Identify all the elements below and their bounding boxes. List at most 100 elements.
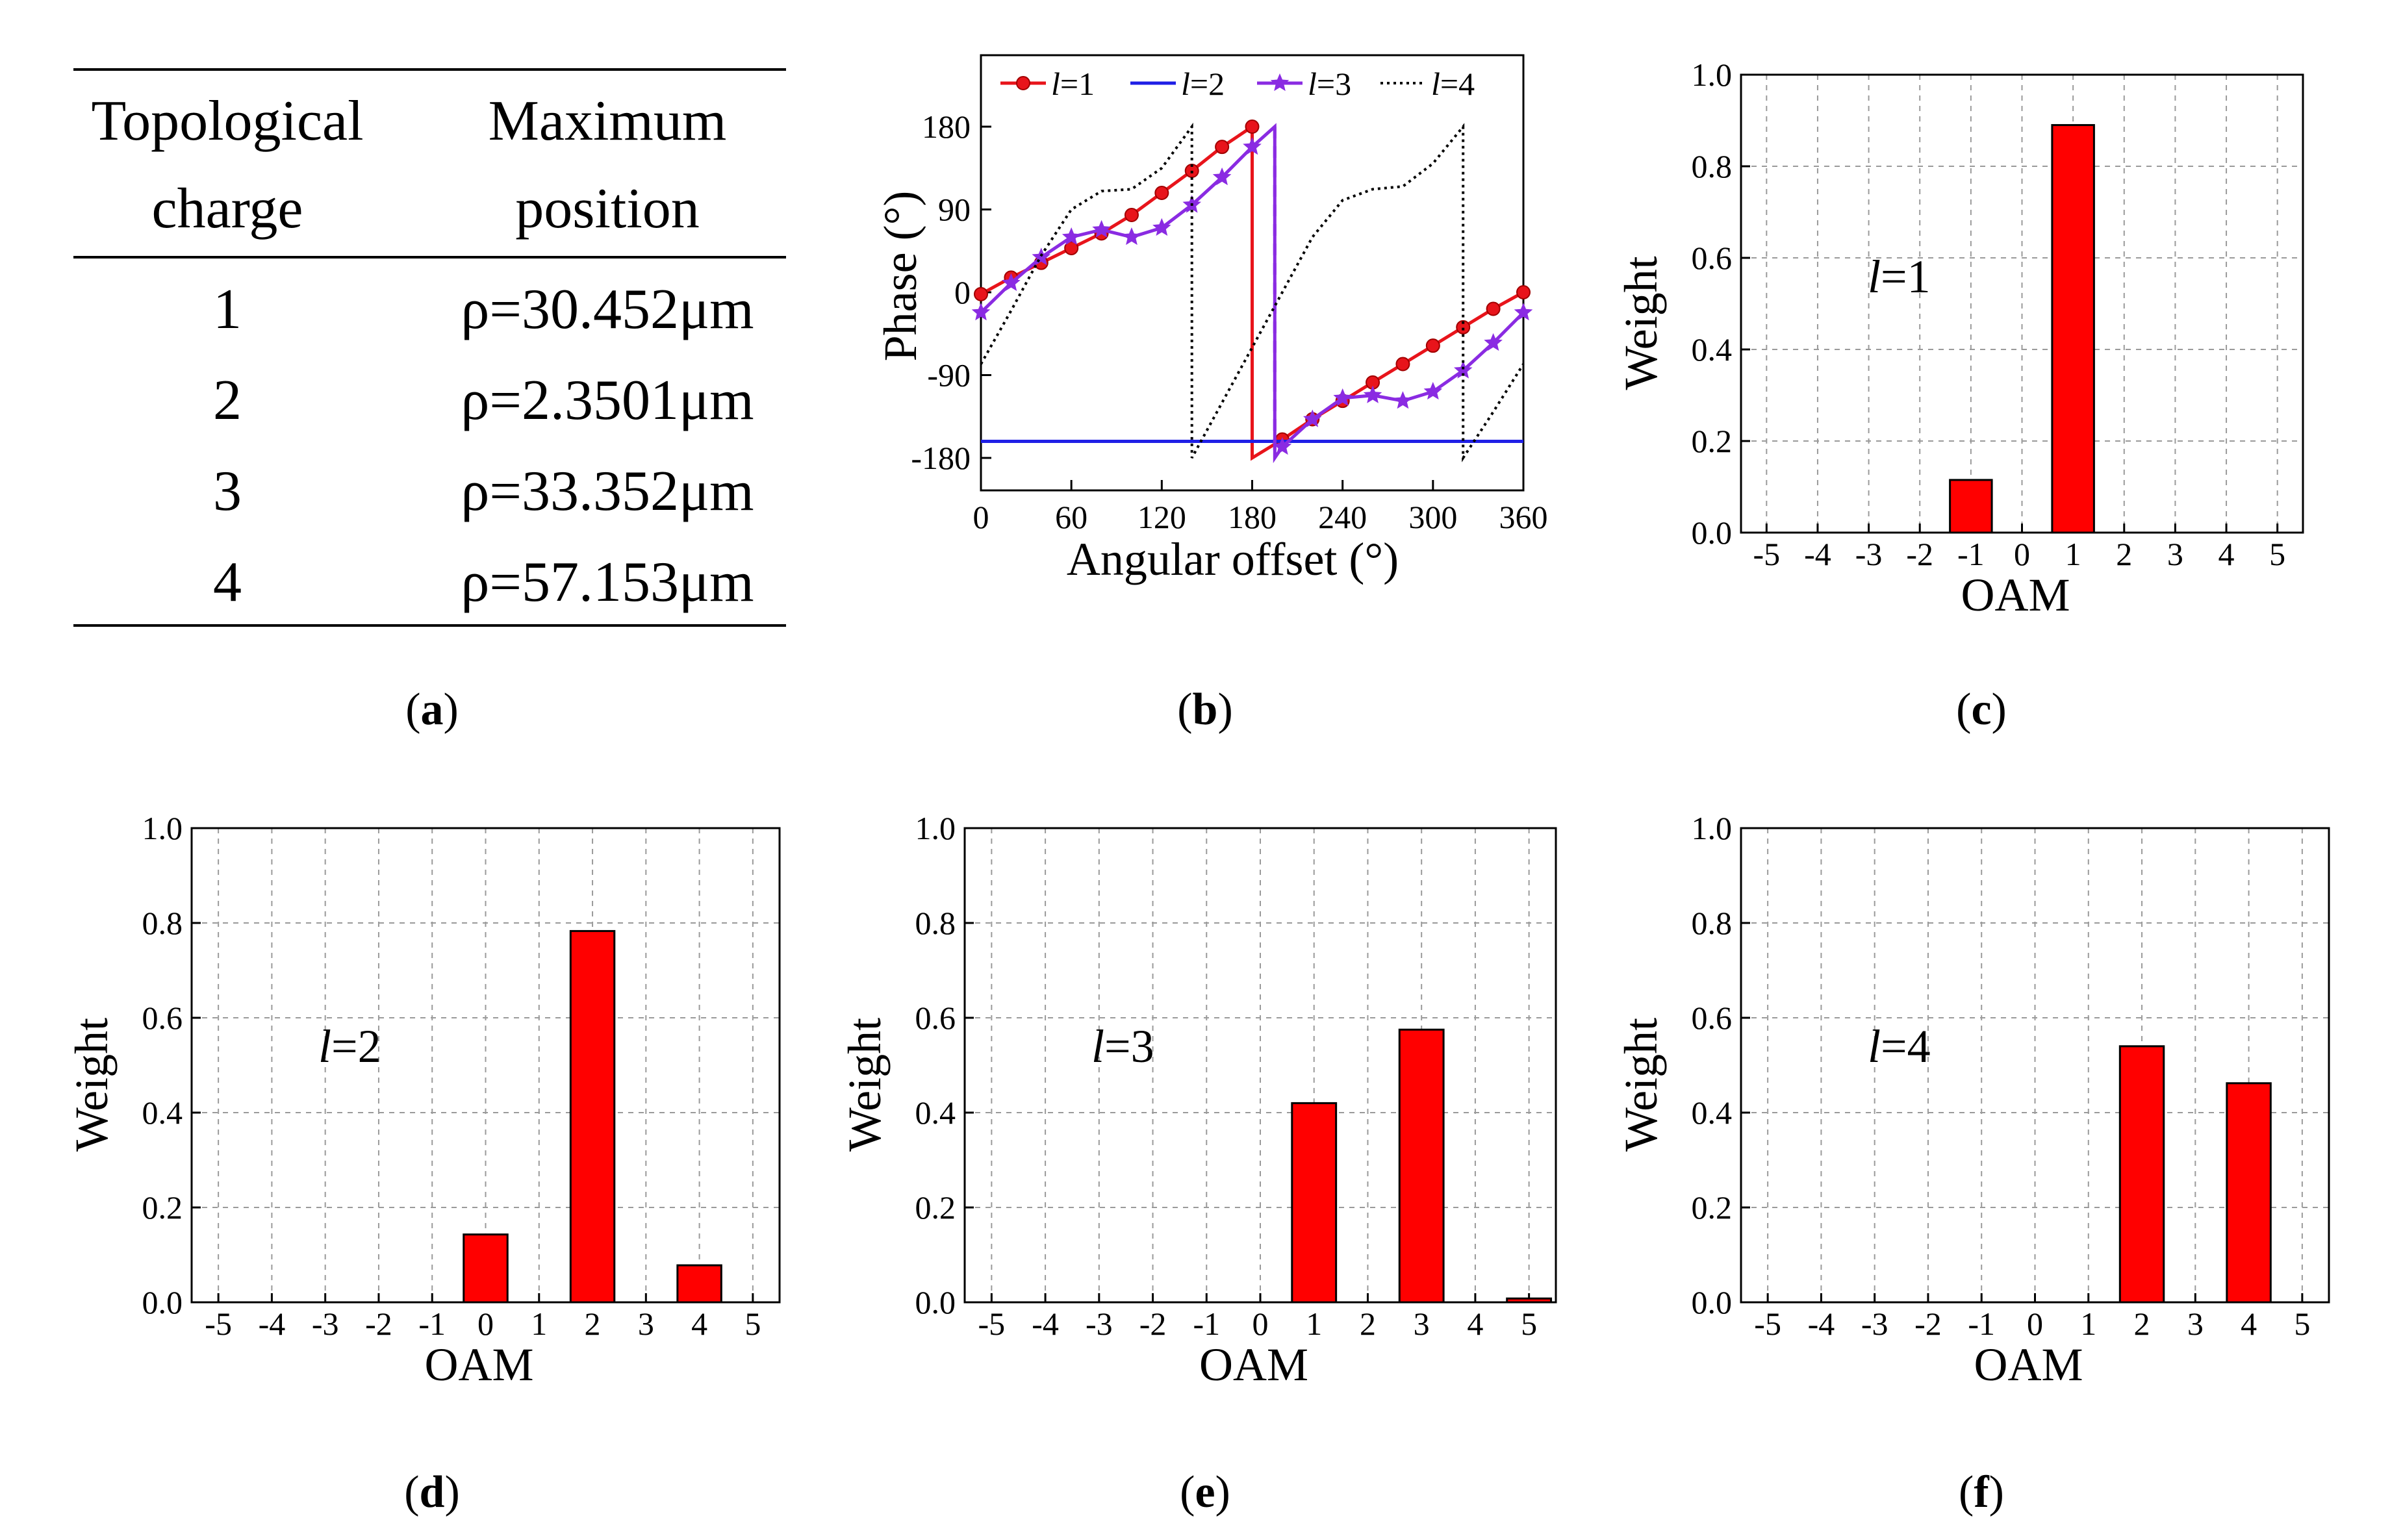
bar-oam--1: [1949, 479, 1993, 534]
series-marker-l3: [1002, 273, 1021, 291]
x-tick-label: 0: [973, 499, 989, 535]
y-tick-label: 0.0: [915, 1284, 956, 1320]
series-marker-l3: [1062, 227, 1081, 246]
legend-label-l4: l=4: [1431, 66, 1475, 102]
table-header-charge-line1: Topological: [91, 90, 363, 153]
legend-label-l1: l=1: [1051, 66, 1095, 102]
series-marker-l3: [1454, 360, 1473, 379]
table-header-position-line2: position: [515, 177, 700, 240]
x-tick-label: 2: [1360, 1306, 1376, 1342]
bar-oam-1: [1291, 1102, 1338, 1304]
y-tick-label: 0.0: [142, 1284, 183, 1320]
x-tick-label: -2: [365, 1306, 392, 1342]
x-tick-label: -3: [1855, 536, 1883, 572]
table-a: Topological charge Maximum position 1 ρ=30.45…: [73, 68, 786, 627]
table-header-charge-line2: charge: [152, 177, 303, 240]
panel-label-f: (f): [1959, 1467, 2004, 1517]
bar-oam-4: [676, 1264, 722, 1304]
y-axis-label: Phase (°): [874, 191, 926, 362]
bar-oam-2: [2118, 1045, 2165, 1304]
panel-label-a: (a): [405, 685, 459, 735]
series-marker-l1: [1395, 357, 1410, 372]
x-tick-label: 5: [1521, 1306, 1537, 1342]
series-marker-l3: [1514, 303, 1533, 321]
table-cell-charge: 1: [213, 278, 242, 341]
x-tick-label: 3: [2187, 1306, 2204, 1342]
x-tick-label: -4: [1808, 1306, 1835, 1342]
table-cell-position: ρ=30.452μm: [461, 278, 754, 341]
x-tick-label: 3: [638, 1306, 654, 1342]
x-tick-label: 1: [2065, 536, 2081, 572]
y-tick-label: 0.6: [142, 1000, 183, 1036]
x-tick-label: -3: [312, 1306, 339, 1342]
series-marker-l1: [1245, 120, 1260, 134]
x-axis-label: OAM: [1974, 1339, 2083, 1391]
legend-label-l3: l=3: [1308, 66, 1351, 102]
series-marker-l3: [1393, 391, 1412, 409]
x-axis-label: Angular offset (°): [1067, 533, 1399, 585]
chart-e-frame: [963, 827, 1557, 1304]
x-axis-label: OAM: [1961, 569, 2070, 621]
series-marker-l3: [1484, 333, 1503, 351]
chart-d: -5 -4 -3 -2 -1 0 1 2 3 4 5 0.0 0.2 0.4 0.6 0.8 1.0 OAM Wei…: [66, 810, 781, 1391]
annotation-l: l=4: [1868, 1020, 1931, 1072]
y-tick-label: 0.6: [1692, 1000, 1733, 1036]
series-marker-l1: [1516, 285, 1531, 299]
y-tick-label: 0.0: [1692, 1284, 1733, 1320]
x-tick-label: -5: [1753, 536, 1780, 572]
x-tick-label: -1: [1968, 1306, 1995, 1342]
table-cell-position: ρ=2.3501μm: [461, 369, 754, 432]
chart-f: -5 -4 -3 -2 -1 0 1 2 3 4 5 0.0 0.2 0.4 0.6 0.8 1.0 OAM Wei…: [1615, 810, 2330, 1391]
y-tick-label: -90: [927, 357, 971, 394]
x-tick-label: -5: [978, 1306, 1006, 1342]
x-tick-label: -1: [1193, 1306, 1220, 1342]
x-tick-label: 0: [2027, 1306, 2043, 1342]
x-tick-label: 1: [531, 1306, 547, 1342]
annotation-l: l=3: [1091, 1020, 1154, 1072]
bar-oam-1: [2051, 124, 2095, 534]
y-tick-label: 0.4: [915, 1094, 956, 1131]
y-tick-label: 0.8: [142, 905, 183, 941]
x-tick-label: -4: [259, 1306, 286, 1342]
x-tick-label: 4: [1467, 1306, 1483, 1342]
x-tick-label: -4: [1032, 1306, 1059, 1342]
x-tick-label: 5: [2269, 536, 2285, 572]
series-marker-l3: [1303, 409, 1322, 427]
x-tick-label: 3: [1414, 1306, 1430, 1342]
y-tick-label: -180: [911, 440, 971, 476]
y-axis-label: Weight: [1615, 256, 1667, 390]
y-tick-label: 0.4: [1692, 331, 1733, 368]
series-marker-l1: [1456, 320, 1471, 335]
y-tick-label: 90: [938, 192, 971, 228]
table-cell-position: ρ=33.352μm: [461, 460, 754, 523]
series-marker-l1: [1064, 241, 1079, 255]
panel-label-c: (c): [1956, 685, 2007, 735]
panel-label-d: (d): [404, 1467, 460, 1517]
x-tick-label: 1: [1306, 1306, 1322, 1342]
x-tick-label: 0: [1252, 1306, 1269, 1342]
bar-oam-3: [1398, 1028, 1445, 1304]
x-tick-label: -1: [418, 1306, 446, 1342]
x-tick-label: 5: [744, 1306, 761, 1342]
x-tick-label: 0: [2014, 536, 2030, 572]
series-marker-l3: [1333, 388, 1352, 407]
x-tick-label: -5: [205, 1306, 232, 1342]
y-tick-label: 0.4: [142, 1094, 183, 1131]
table-cell-charge: 2: [213, 369, 242, 432]
legend-marker-l1: [1016, 76, 1030, 90]
y-tick-label: 0.0: [1692, 514, 1733, 551]
panel-label-b: (b): [1177, 685, 1233, 735]
x-tick-label: 3: [2167, 536, 2183, 572]
y-tick-label: 0.8: [915, 905, 956, 941]
x-tick-label: 180: [1228, 499, 1277, 535]
x-tick-label: 5: [2294, 1306, 2310, 1342]
y-axis-label: Weight: [66, 1018, 118, 1152]
y-tick-label: 0.8: [1692, 905, 1733, 941]
y-tick-label: 1.0: [1692, 57, 1733, 93]
series-marker-l3: [1032, 247, 1050, 266]
x-tick-label: 4: [2241, 1306, 2257, 1342]
y-tick-label: 0: [954, 274, 971, 310]
legend-label-l2: l=2: [1181, 66, 1225, 102]
series-marker-l1: [1486, 301, 1501, 316]
bar-oam-4: [2226, 1082, 2272, 1304]
